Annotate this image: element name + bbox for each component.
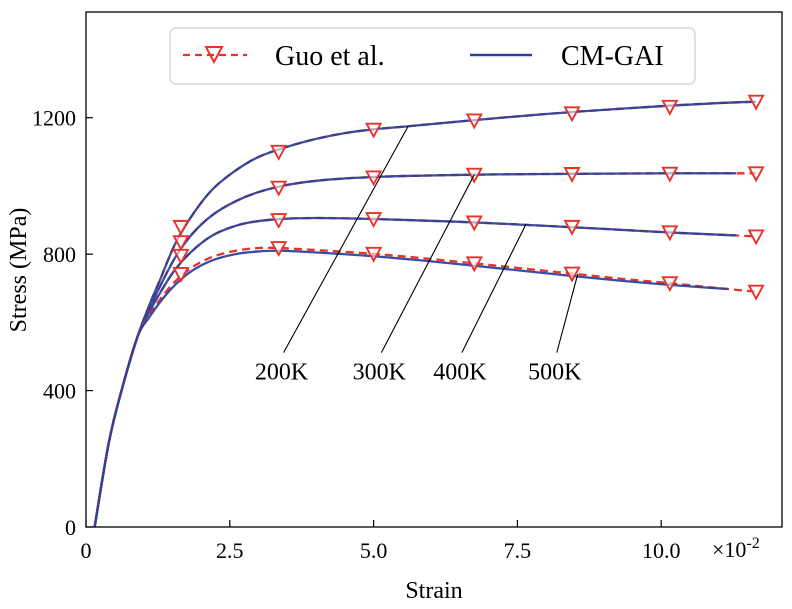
guo-marker-500k-6 xyxy=(747,284,765,301)
guo-marker-500k-0 xyxy=(172,266,190,283)
guo-marker-500k-2 xyxy=(365,246,383,263)
guo-marker-200k-6 xyxy=(747,94,765,111)
x-tick-label: 0 xyxy=(81,538,92,563)
markers-layer xyxy=(172,94,765,301)
leader-line-200k xyxy=(283,125,409,353)
guo-marker-200k-2 xyxy=(365,122,383,139)
temperature-label-300k: 300K xyxy=(353,360,407,386)
x-axis-multiplier: ×10-2 xyxy=(712,535,760,562)
guo-curve-200k xyxy=(93,100,757,528)
y-tick-label: 0 xyxy=(65,515,76,540)
guo-marker-400k-0 xyxy=(172,248,190,265)
x-tick-label: 5.0 xyxy=(360,538,388,563)
guo-marker-500k-4 xyxy=(563,266,581,283)
guo-marker-200k-5 xyxy=(661,99,679,116)
guo-marker-300k-1 xyxy=(270,180,288,197)
guo-marker-400k-6 xyxy=(747,229,765,246)
temperature-label-400k: 400K xyxy=(433,360,487,386)
guo-marker-400k-2 xyxy=(365,212,383,229)
x-tick-label: 7.5 xyxy=(504,538,532,563)
x-axis: 0 2.5 5.0 7.5 10.0 xyxy=(81,520,681,563)
guo-marker-400k-1 xyxy=(270,213,288,230)
leader-lines-layer xyxy=(283,125,579,353)
y-axis: 0 400 800 1200 xyxy=(32,106,93,540)
y-tick-label: 800 xyxy=(43,242,76,267)
y-tick-label: 1200 xyxy=(32,106,76,131)
cmgai-curve-400k xyxy=(93,216,737,528)
guo-marker-500k-3 xyxy=(465,256,483,273)
legend-cmgai-label: CM-GAI xyxy=(561,41,664,72)
x-axis-multiplier-exponent: -2 xyxy=(746,535,759,552)
legend-guo-marker xyxy=(204,46,224,65)
x-axis-multiplier-base: ×10 xyxy=(712,537,746,562)
x-tick-label: 10.0 xyxy=(642,538,681,563)
temperature-labels-layer: 200K 300K 400K 500K xyxy=(255,360,582,386)
legend-guo-label: Guo et al. xyxy=(275,41,385,72)
guo-marker-200k-4 xyxy=(563,106,581,123)
guo-curve-300k xyxy=(93,172,757,528)
cmgai-curve-500k xyxy=(93,249,728,528)
plot-frame xyxy=(85,11,783,528)
guo-marker-400k-5 xyxy=(661,225,679,242)
y-axis-label: Stress (MPa) xyxy=(6,208,32,333)
guo-marker-300k-2 xyxy=(365,170,383,187)
cmgai-curve-300k xyxy=(93,172,736,528)
x-axis-label: Strain xyxy=(405,578,462,604)
guo-curve-500k xyxy=(93,246,757,528)
guo-marker-400k-4 xyxy=(563,219,581,236)
guo-marker-500k-1 xyxy=(270,241,288,258)
leader-line-500k xyxy=(556,273,579,353)
guo-curve-400k xyxy=(93,216,757,528)
curves-layer xyxy=(93,100,757,528)
guo-marker-300k-6 xyxy=(747,166,765,183)
leader-line-400k xyxy=(461,223,527,353)
guo-marker-300k-0 xyxy=(172,235,190,252)
legend-box xyxy=(169,27,696,85)
guo-marker-200k-3 xyxy=(465,113,483,130)
x-tick-label: 2.5 xyxy=(216,538,244,563)
guo-marker-200k-0 xyxy=(172,219,190,236)
guo-marker-200k-1 xyxy=(270,144,288,161)
y-tick-label: 400 xyxy=(43,379,76,404)
leader-line-300k xyxy=(380,174,475,353)
temperature-label-200k: 200K xyxy=(255,360,309,386)
guo-marker-500k-5 xyxy=(661,276,679,293)
cmgai-curve-200k xyxy=(93,100,757,528)
guo-marker-400k-3 xyxy=(465,215,483,232)
guo-marker-300k-4 xyxy=(563,167,581,184)
legend: Guo et al. CM-GAI xyxy=(169,27,696,85)
temperature-label-500k: 500K xyxy=(528,360,582,386)
guo-marker-300k-5 xyxy=(661,166,679,183)
